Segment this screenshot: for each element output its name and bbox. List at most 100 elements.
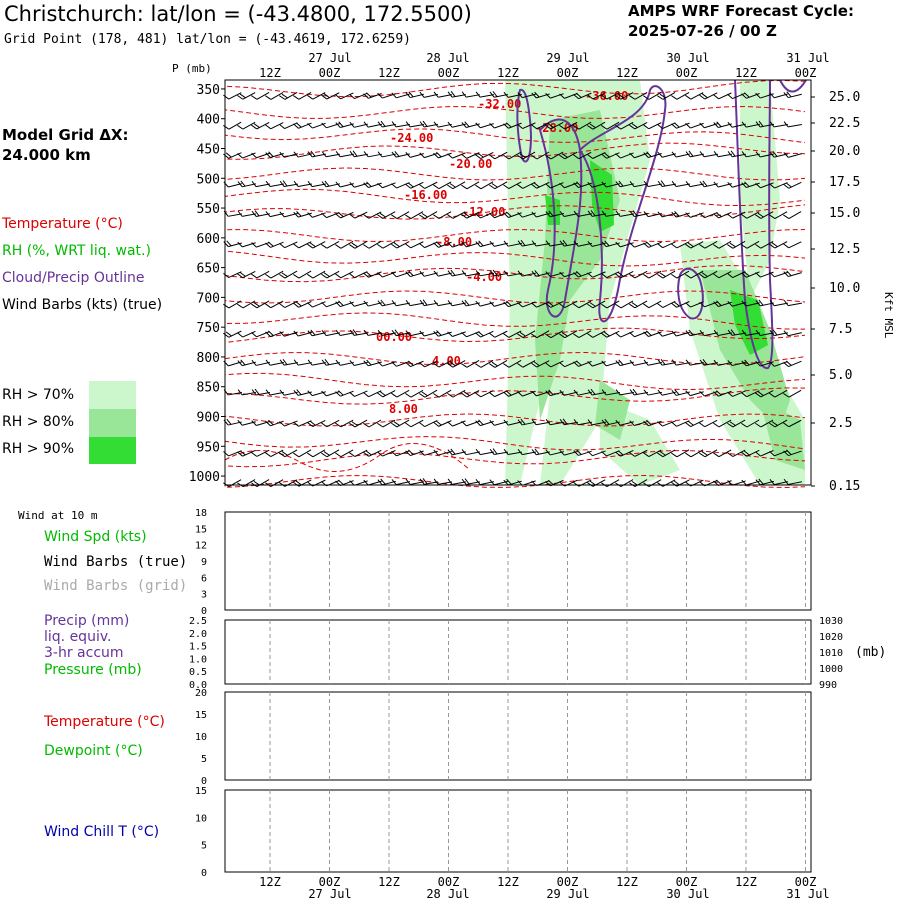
wind-barb bbox=[363, 240, 382, 249]
wind-barb-flag bbox=[643, 420, 649, 427]
wind-barb-flag bbox=[506, 211, 512, 217]
wind-barb-shaft bbox=[284, 241, 298, 249]
wind-barb-flag bbox=[408, 449, 414, 455]
legend-temperature-2m: Temperature (°C) bbox=[44, 714, 165, 730]
wind-barb bbox=[615, 449, 634, 457]
wind-barb-flag bbox=[405, 299, 411, 306]
wind-barb-shaft bbox=[424, 181, 438, 189]
wind-barb-flag bbox=[729, 242, 736, 248]
wind-barb-flag bbox=[617, 450, 624, 456]
wind-barb bbox=[783, 211, 802, 220]
pressure-panel-frame bbox=[224, 619, 812, 685]
wind-barb-flag bbox=[349, 452, 356, 457]
wind-barb bbox=[433, 478, 452, 485]
wind-barb-shaft bbox=[732, 123, 746, 128]
wind-barb-shaft bbox=[620, 92, 634, 100]
wind-barb-flag bbox=[755, 272, 761, 278]
wind-barb-flag bbox=[503, 419, 509, 426]
wind-barb-flag bbox=[461, 270, 467, 277]
wind-barb-flag bbox=[265, 303, 272, 309]
wind-barb-flag bbox=[436, 330, 442, 336]
wind-barb-flag bbox=[713, 213, 719, 219]
wind-barb bbox=[671, 301, 690, 308]
wind-barb-shaft bbox=[284, 449, 298, 458]
wind-barb-shaft bbox=[494, 212, 508, 219]
wind-barb-shaft bbox=[648, 449, 662, 458]
wind-barb bbox=[349, 449, 368, 457]
wind-barb bbox=[433, 420, 452, 427]
wind-barb bbox=[713, 419, 732, 428]
wind-barb-flag bbox=[323, 93, 330, 99]
wind-barb bbox=[447, 331, 466, 337]
wind-barb-flag bbox=[475, 479, 481, 485]
wind-barb-shaft bbox=[452, 152, 466, 159]
wind-barb-shaft bbox=[368, 240, 382, 249]
wind-barb-flag bbox=[461, 420, 467, 427]
wind-barb-shaft bbox=[760, 211, 774, 219]
wind-barb-flag bbox=[559, 93, 565, 99]
wind-barb-flag bbox=[293, 211, 299, 218]
wind-barb-shaft bbox=[508, 360, 522, 368]
wind-barb bbox=[769, 419, 788, 428]
wind-barb-flag bbox=[657, 303, 664, 308]
wind-barb-flag bbox=[617, 93, 624, 99]
wind-barb bbox=[587, 450, 606, 457]
wind-barb bbox=[783, 360, 802, 368]
wind-barb bbox=[419, 419, 438, 428]
top-time-label: 00Z bbox=[676, 66, 698, 80]
wind-barb bbox=[713, 211, 732, 219]
wind-barb-flag bbox=[475, 363, 482, 368]
wind-barb-flag bbox=[251, 359, 257, 366]
wind-barb-flag bbox=[489, 301, 495, 307]
wind-barb-shaft bbox=[606, 271, 620, 279]
wind-barb bbox=[363, 92, 382, 99]
wind-barb bbox=[629, 181, 648, 188]
wind-barb-shaft bbox=[620, 330, 634, 338]
wind-barb-flag bbox=[363, 451, 369, 457]
wind-barb bbox=[657, 241, 676, 249]
wind-barb bbox=[601, 271, 620, 279]
wind-barb bbox=[447, 152, 466, 159]
wind-barb-shaft bbox=[298, 241, 312, 249]
wind-barb-flag bbox=[657, 452, 664, 458]
wind-barb bbox=[461, 152, 480, 159]
wind-barb-shaft bbox=[396, 389, 410, 398]
wind-barb-flag bbox=[783, 450, 789, 456]
wind-barb-flag bbox=[671, 211, 677, 218]
wind-barb-shaft bbox=[648, 420, 662, 427]
wind-barb-flag bbox=[307, 151, 313, 158]
wind-barb-flag bbox=[268, 330, 274, 336]
wind-barb-shaft bbox=[774, 302, 788, 307]
wind-barb-shaft bbox=[690, 153, 704, 158]
wind-barb-shaft bbox=[508, 301, 522, 308]
wind-barb bbox=[531, 419, 550, 426]
wind-barb-shaft bbox=[298, 153, 312, 158]
wind-barb-flag bbox=[559, 271, 565, 278]
wind-ytick-label: 12 bbox=[195, 541, 207, 552]
wind-barb-shaft bbox=[606, 391, 620, 396]
wind-barb-flag bbox=[363, 360, 369, 367]
wind-barb-flag bbox=[279, 180, 285, 187]
windchill-ytick-label: 5 bbox=[201, 841, 207, 852]
wind-barb-shaft bbox=[326, 419, 340, 428]
wind-barb-shaft bbox=[298, 212, 312, 218]
wind-barb-shaft bbox=[704, 270, 718, 279]
wind-barb bbox=[545, 360, 564, 368]
wind-barb-shaft bbox=[312, 420, 326, 427]
wind-barb bbox=[545, 240, 564, 247]
wind-barb-flag bbox=[629, 420, 635, 426]
wind-barb-flag bbox=[601, 419, 607, 426]
wind-barb-shaft bbox=[494, 181, 508, 190]
wind-barb bbox=[671, 122, 690, 129]
wind-barb-shaft bbox=[494, 122, 508, 129]
wind-barb-flag bbox=[265, 420, 271, 427]
wind-barb bbox=[643, 359, 662, 366]
wind-barb-flag bbox=[240, 180, 246, 187]
wind-barb-shaft bbox=[270, 270, 284, 279]
wind-barb-shaft bbox=[354, 240, 368, 249]
wind-barb-shaft bbox=[746, 123, 760, 128]
wind-barb-flag bbox=[545, 124, 552, 130]
wind-barb-flag bbox=[377, 214, 384, 219]
wind-barb-flag bbox=[226, 418, 232, 425]
wind-barb-flag bbox=[755, 451, 761, 457]
